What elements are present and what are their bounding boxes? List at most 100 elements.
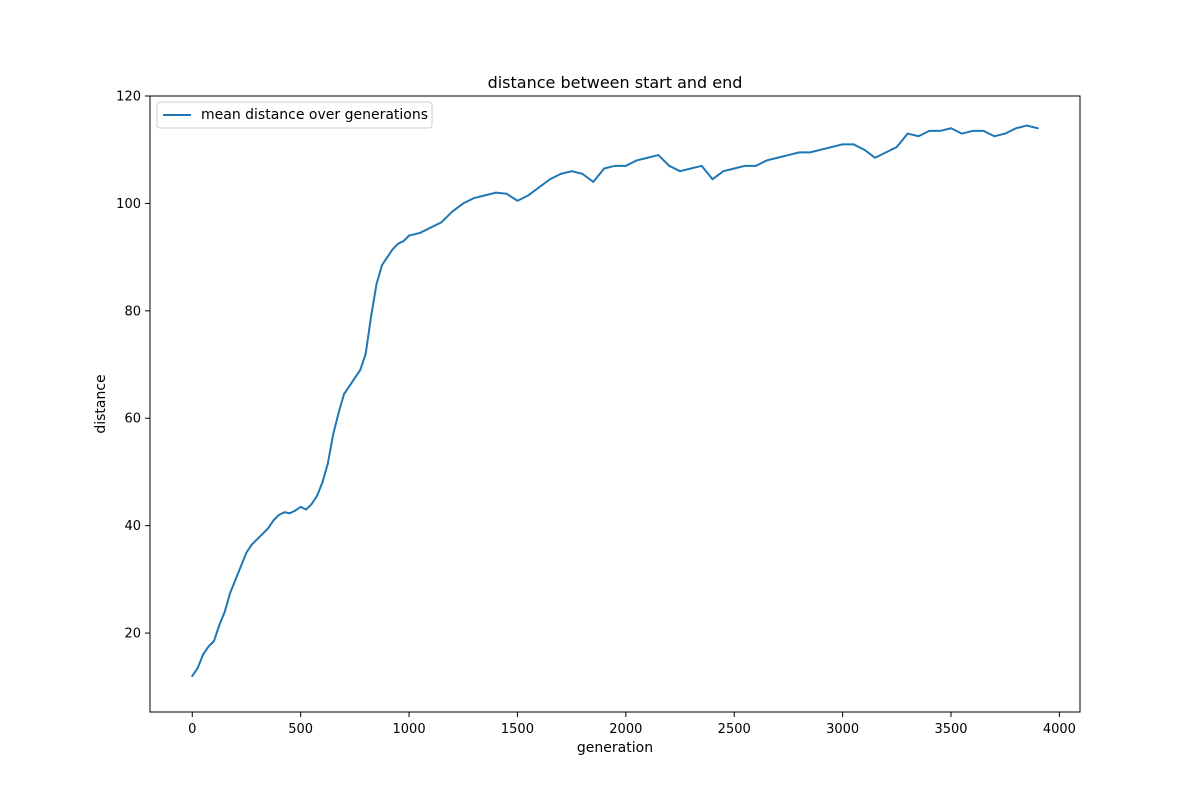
series-line	[191, 124, 1039, 678]
data-point	[689, 167, 692, 170]
y-axis-label: distance	[93, 374, 109, 433]
x-tick-label: 2000	[609, 722, 642, 737]
data-point	[213, 640, 215, 643]
data-point	[337, 411, 340, 414]
data-point	[603, 167, 606, 170]
x-axis: 0 500 1000 1500 2000 2500 3000 3500 4000	[188, 712, 1076, 737]
plot-frame	[149, 95, 1081, 713]
data-point	[798, 151, 801, 154]
data-point	[321, 481, 324, 484]
data-point	[250, 543, 253, 546]
x-tick-label: 0	[188, 722, 196, 737]
data-point	[765, 159, 768, 162]
data-point	[267, 527, 270, 530]
x-tick-label: 1000	[393, 722, 426, 737]
data-point	[316, 495, 318, 497]
data-point	[1004, 132, 1007, 135]
data-point	[787, 154, 790, 156]
data-point	[229, 591, 232, 594]
data-point	[256, 538, 259, 540]
data-point	[408, 234, 410, 237]
data-point	[283, 511, 286, 514]
data-point	[614, 164, 616, 167]
data-point	[294, 509, 297, 512]
data-point	[668, 164, 671, 167]
data-point	[234, 578, 237, 581]
data-point	[391, 248, 394, 250]
y-axis: 20 40 60 80 100 120	[116, 90, 150, 642]
data-point	[348, 385, 351, 387]
data-point	[679, 170, 681, 173]
y-tick-label: 60	[124, 412, 141, 427]
data-point	[516, 199, 519, 202]
data-point	[1036, 127, 1039, 130]
data-point	[592, 181, 595, 183]
legend: mean distance over generations	[156, 101, 433, 129]
x-tick-label: 4000	[1043, 722, 1076, 737]
data-point	[917, 135, 920, 138]
data-point	[272, 519, 275, 522]
data-point	[874, 156, 877, 159]
data-point	[196, 667, 199, 669]
data-point	[288, 512, 291, 515]
data-point	[1015, 127, 1017, 130]
y-tick-label: 20	[124, 627, 141, 642]
data-point	[386, 256, 389, 259]
plot-area	[191, 124, 1039, 678]
data-point	[646, 156, 649, 159]
data-point	[971, 130, 974, 132]
x-tick-label: 2500	[718, 722, 751, 737]
data-point	[429, 226, 432, 229]
data-point	[364, 352, 367, 355]
data-point	[982, 130, 985, 132]
data-point	[451, 210, 454, 213]
data-point	[381, 264, 383, 267]
legend-box	[156, 101, 433, 129]
data-point	[722, 170, 725, 173]
data-point	[223, 610, 226, 613]
y-tick-label: 80	[124, 304, 141, 319]
data-point	[1025, 124, 1028, 127]
data-point	[527, 194, 530, 197]
data-point	[240, 565, 242, 567]
y-tick-label: 40	[124, 519, 141, 534]
x-axis-label: generation	[577, 740, 653, 756]
data-point	[332, 433, 335, 436]
data-point	[559, 172, 562, 175]
x-tick-label: 3000	[826, 722, 859, 737]
data-point	[343, 393, 345, 395]
data-point	[700, 164, 703, 167]
data-point	[218, 624, 221, 626]
data-point	[484, 194, 486, 197]
data-point	[261, 532, 264, 535]
data-point	[820, 148, 822, 151]
data-point	[928, 130, 931, 132]
data-point	[191, 675, 194, 677]
data-point	[419, 232, 421, 234]
data-point	[733, 167, 736, 170]
data-point	[581, 172, 584, 175]
data-point	[960, 132, 963, 135]
data-point	[570, 170, 573, 173]
data-point	[397, 242, 400, 245]
data-point	[635, 159, 638, 162]
data-point	[462, 202, 465, 205]
data-point	[711, 178, 714, 181]
data-point	[657, 154, 660, 156]
data-point	[549, 178, 551, 181]
data-point	[326, 462, 329, 465]
data-point	[939, 130, 942, 132]
data-point	[809, 151, 811, 154]
data-point	[278, 514, 280, 516]
data-point	[353, 377, 356, 379]
data-point	[830, 146, 833, 148]
data-point	[895, 146, 898, 148]
data-point	[299, 505, 302, 508]
data-point	[473, 197, 475, 199]
data-point	[305, 508, 307, 511]
data-point	[624, 164, 627, 167]
data-point	[370, 315, 373, 318]
data-point	[841, 143, 844, 146]
data-point	[375, 283, 378, 285]
